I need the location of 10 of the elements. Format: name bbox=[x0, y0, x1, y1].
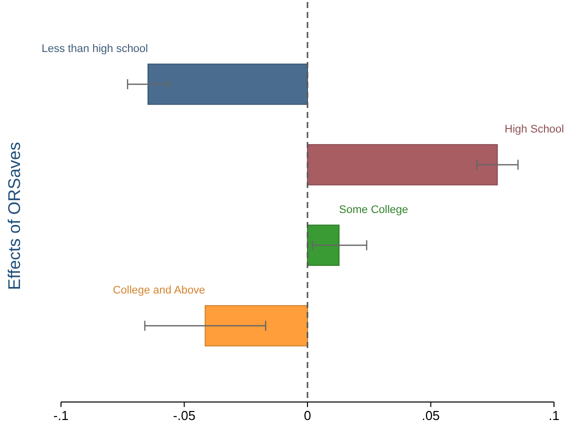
x-tick-label: 0 bbox=[304, 408, 312, 423]
x-tick-label: .1 bbox=[548, 408, 560, 423]
x-tick-label: -.05 bbox=[173, 408, 196, 423]
x-tick-label: .05 bbox=[422, 408, 440, 423]
x-tick-label: -.1 bbox=[53, 408, 69, 423]
series-label: High School bbox=[504, 124, 564, 136]
series-label: College and Above bbox=[112, 284, 206, 297]
series-label: Less than high school bbox=[42, 43, 148, 56]
series-label: Some College bbox=[339, 204, 408, 216]
y-axis-title: Effects of ORSaves bbox=[5, 142, 24, 290]
